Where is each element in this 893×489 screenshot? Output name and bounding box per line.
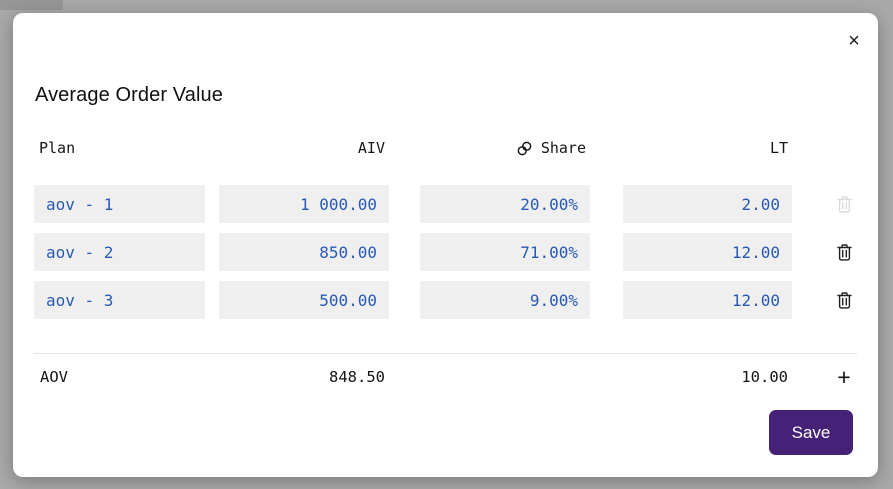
add-row-button[interactable]: + xyxy=(837,364,851,390)
link-icon xyxy=(516,140,533,157)
trash-icon xyxy=(836,291,852,309)
table-row xyxy=(13,233,878,271)
plan-name-input[interactable] xyxy=(34,233,205,271)
table-row xyxy=(13,281,878,319)
aiv-value-input[interactable] xyxy=(219,281,389,319)
column-header-share-label: Share xyxy=(540,139,586,157)
trash-icon xyxy=(836,195,852,213)
table-row xyxy=(13,185,878,223)
plan-name-input[interactable] xyxy=(34,185,205,223)
aov-total-label: AOV xyxy=(40,368,68,386)
save-button[interactable]: Save xyxy=(769,410,853,455)
plan-name-input[interactable] xyxy=(34,281,205,319)
column-header-plan: Plan xyxy=(39,139,76,157)
delete-row-button[interactable] xyxy=(836,195,852,213)
close-icon[interactable]: × xyxy=(840,27,868,55)
aiv-value-input[interactable] xyxy=(219,185,389,223)
delete-row-button[interactable] xyxy=(836,243,852,261)
share-value-input[interactable] xyxy=(420,233,590,271)
backdrop-page-remnant xyxy=(0,0,63,10)
lt-value-input[interactable] xyxy=(623,185,792,223)
delete-row-button[interactable] xyxy=(836,291,852,309)
column-header-aiv: AIV xyxy=(357,139,385,157)
table-footer-row: AOV 848.50 10.00 + xyxy=(13,365,878,389)
lt-value-input[interactable] xyxy=(623,233,792,271)
aiv-value-input[interactable] xyxy=(219,233,389,271)
footer-divider xyxy=(34,353,857,354)
average-order-value-dialog: × Average Order Value Plan AIV Share LT xyxy=(13,13,878,477)
share-value-input[interactable] xyxy=(420,185,590,223)
trash-icon xyxy=(836,243,852,261)
column-header-lt: LT xyxy=(769,139,788,157)
lt-value-input[interactable] xyxy=(623,281,792,319)
lt-total-value: 10.00 xyxy=(741,368,788,386)
share-value-input[interactable] xyxy=(420,281,590,319)
column-header-share: Share xyxy=(420,139,590,157)
dialog-title: Average Order Value xyxy=(35,84,223,107)
aiv-total-value: 848.50 xyxy=(329,368,385,386)
table-header-row: Plan AIV Share LT xyxy=(13,138,878,158)
